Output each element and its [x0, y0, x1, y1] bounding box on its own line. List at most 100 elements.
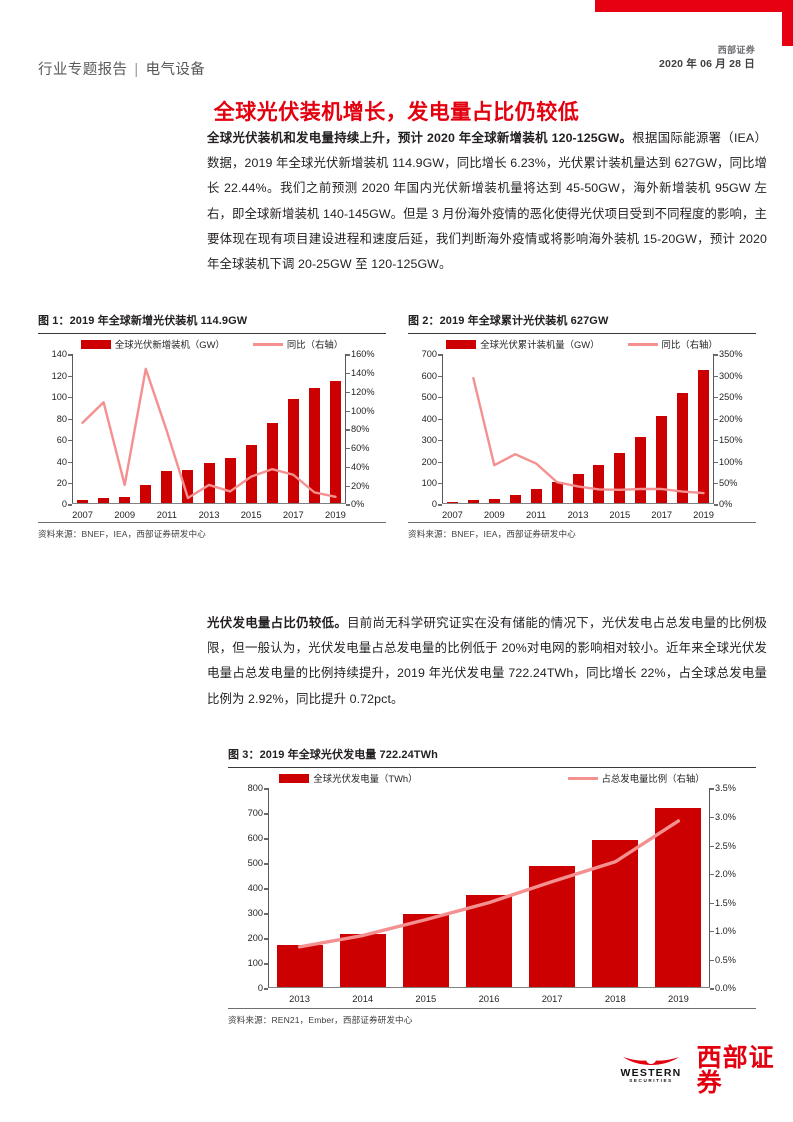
fig2-tickmark: [714, 482, 718, 485]
fig3-spine-right: [708, 788, 710, 989]
fig3-y-tick-label: 600: [247, 833, 263, 844]
fig2-legend: 全球光伏累计装机量（GW） 同比（右轴）: [408, 334, 756, 354]
fig1-legend-item: 全球光伏新增装机（GW）: [80, 337, 225, 351]
figure-2-title: 图 2：2019 年全球累计光伏装机 627GW: [408, 315, 609, 327]
fig3-bar: [402, 913, 449, 987]
fig2-x-tick-label: 2017: [651, 509, 673, 521]
fig2-y2-tick-label: 200%: [719, 413, 743, 424]
figure-3-bottom-rule: [228, 1008, 756, 1010]
fig2-spine-left: [442, 354, 444, 505]
header-date: 2020 年 06 月 28 日: [658, 58, 755, 71]
header-red-bracket-decoration: [595, 0, 793, 46]
fig1-legend-label: 同比（右轴）: [286, 339, 344, 351]
fig1-tickmark: [346, 429, 350, 431]
fig3-y2-tick-label: 0.5%: [715, 954, 736, 965]
fig1-tickmark: [68, 397, 72, 399]
figure-2-top-rule: [408, 333, 756, 335]
fig2-y2-tick-label: 350%: [719, 349, 743, 360]
fig2-legend-item: 同比（右轴）: [627, 337, 718, 351]
fig3-tickmark: [710, 816, 714, 819]
fig1-bar: [161, 471, 173, 503]
fig3-tickmark: [264, 813, 268, 815]
fig3-tickmark: [710, 874, 714, 876]
fig1-y-tick-label: 100: [51, 392, 67, 403]
fig1-x-tick-label: 2017: [282, 509, 304, 521]
fig1-tickmark: [68, 354, 72, 356]
fig2-bar: [698, 369, 710, 503]
fig2-bar: [656, 416, 668, 503]
fig1-y2-tick-label: 140%: [351, 368, 375, 379]
paragraph-overview-body: 根据国际能源署（IEA）数据，2019 年全球光伏新增装机 114.9GW，同比…: [207, 131, 768, 271]
fig1-y2-tick-label: 60%: [351, 443, 370, 454]
fig2-tickmark: [438, 397, 442, 399]
fig2-tickmark: [714, 461, 718, 463]
fig2-tickmark: [438, 461, 442, 463]
fig2-bar: [593, 464, 605, 503]
fig2-bar: [467, 500, 479, 503]
fig2-y2-tick-label: 50%: [719, 477, 738, 488]
fig1-bar: [245, 445, 257, 503]
fig3-bar: [592, 840, 639, 987]
fig3-tickmark: [264, 963, 268, 965]
fig3-y-tick-label: 200: [247, 933, 263, 944]
fig1-y-tick-label: 40: [56, 456, 67, 467]
fig1-tickmark: [68, 461, 72, 463]
fig1-tickmark: [346, 504, 350, 506]
fig1-y-tick-label: 140: [51, 349, 67, 360]
fig1-x-tick-label: 2011: [156, 509, 177, 521]
fig1-line-series: [81, 368, 337, 500]
fig1-legend: 全球光伏新增装机（GW） 同比（右轴）: [38, 334, 386, 354]
fig2-bar: [572, 473, 584, 503]
fig2-bar: [635, 437, 647, 503]
figure-3-chart: 全球光伏发电量（TWh） 占总发电量比例（右轴） 0 100 200 300 400 500 6…: [228, 768, 756, 1008]
fig2-tickmark: [438, 418, 442, 420]
fig3-tickmark: [264, 988, 268, 990]
fig3-canvas: [264, 788, 714, 990]
header-breadcrumb: 行业专题报告 | 电气设备: [38, 58, 205, 79]
fig3-tickmark: [710, 845, 714, 847]
fig1-tickmark: [346, 448, 350, 450]
fig2-legend-label: 同比（右轴）: [661, 339, 718, 351]
figure-1: 图 1：2019 年全球新增光伏装机 114.9GW 全球光伏新增装机（GW） 同…: [38, 312, 386, 540]
fig2-tickmark: [438, 375, 442, 377]
fig1-bar: [98, 497, 110, 503]
fig1-legend-item: 同比（右轴）: [252, 337, 344, 351]
fig3-y-tick-label: 0: [257, 983, 263, 994]
fig3-x-tick-label: 2018: [604, 993, 626, 1005]
fig1-y-axis-left: 0 20 40 60 80 100 120 140: [38, 349, 72, 509]
fig3-legend-item: 全球光伏发电量（TWh）: [279, 771, 418, 785]
fig1-y-tick-label: 20: [56, 477, 67, 488]
fig2-bar: [446, 501, 458, 503]
fig1-tickmark: [68, 504, 72, 506]
paragraph-generation-share-body: 目前尚无科学研究证实在没有储能的情况下，光伏发电占总发电量的比例极限，但一般认为…: [207, 616, 767, 706]
fig3-bar-series: [268, 788, 710, 987]
fig1-legend-label: 全球光伏新增装机（GW）: [114, 339, 225, 351]
figure-2-chart: 全球光伏累计装机量（GW） 同比（右轴） 0 100 200 300 400 500 600 70…: [408, 334, 756, 522]
fig2-x-tick-label: 2015: [609, 509, 631, 521]
fig2-tickmark: [714, 397, 718, 399]
fig2-bar: [530, 488, 542, 503]
fig2-x-tick-label: 2007: [442, 509, 463, 521]
figure-1-title: 图 1：2019 年全球新增光伏装机 114.9GW: [38, 315, 248, 327]
fig3-tickmark: [264, 913, 268, 915]
fig3-y2-tick-label: 3.5%: [715, 783, 736, 794]
fig2-bar: [677, 393, 689, 503]
fig3-x-tick-label: 2016: [478, 993, 500, 1005]
fig3-y2-tick-label: 0.0%: [715, 983, 736, 994]
fig2-x-tick-label: 2013: [567, 509, 589, 521]
legend-line-swatch: [567, 776, 598, 780]
bull-horns-icon: [623, 1057, 679, 1065]
fig1-tickmark: [68, 482, 72, 485]
fig2-y-tick-label: 100: [421, 477, 437, 488]
western-securities-mark: WESTERN SECURITIES: [608, 1056, 688, 1086]
fig1-y2-tick-label: 100%: [351, 405, 375, 416]
fig1-tickmark: [346, 410, 350, 412]
fig2-bar: [614, 453, 626, 503]
legend-bar-swatch: [279, 773, 310, 783]
running-header: 行业专题报告 | 电气设备 西部证券 2020 年 06 月 28 日: [38, 45, 755, 92]
fig1-x-tick-label: 2007: [72, 509, 93, 521]
fig2-tickmark: [714, 354, 718, 356]
fig1-bar: [203, 462, 215, 503]
fig1-y-tick-label: 0: [61, 499, 67, 510]
fig3-y-tick-label: 100: [247, 958, 263, 969]
